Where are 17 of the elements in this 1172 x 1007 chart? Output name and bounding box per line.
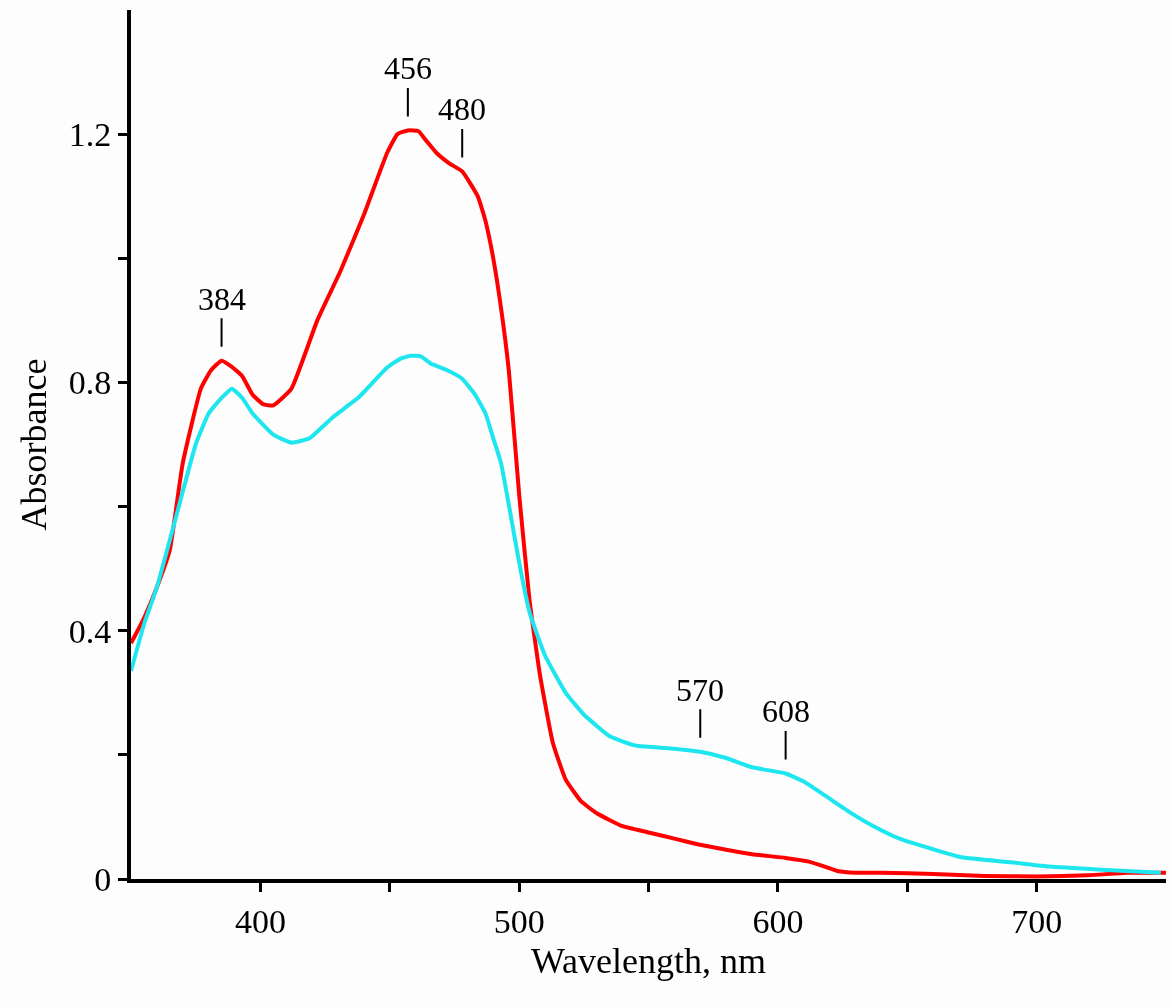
annotation: 456 [384,50,432,86]
x-tick-label: 500 [493,902,545,940]
y-tick-label: 1.2 [68,116,112,154]
line-series [131,128,1166,879]
x-tick-label: 700 [1011,902,1063,940]
y-tick-label: 0 [94,860,112,898]
y-axis-title: Absorbance [14,358,55,531]
annotation: 384 [198,281,246,317]
y-tick-label: 0.4 [68,612,112,650]
annotation: 608 [762,693,810,729]
line-series [131,353,1163,875]
y-tick-label: 0.8 [68,364,112,402]
annotation: 570 [676,672,724,708]
x-tick-label: 400 [234,902,286,940]
annotation: 480 [438,91,486,127]
x-axis-title: Wavelength, nm [530,941,767,981]
x-tick-label: 600 [752,902,804,940]
